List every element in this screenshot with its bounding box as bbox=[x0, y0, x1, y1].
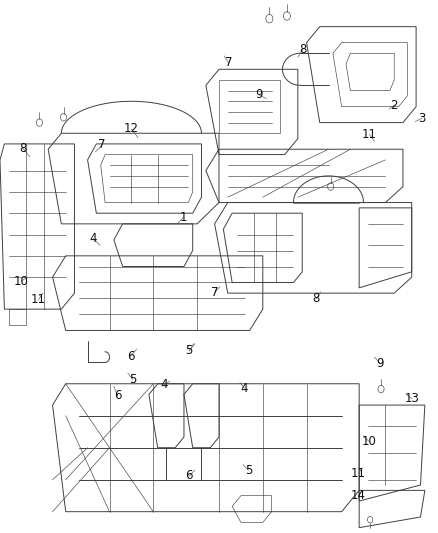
Text: 1: 1 bbox=[179, 211, 187, 224]
Text: 5: 5 bbox=[186, 344, 193, 357]
Text: 3: 3 bbox=[418, 112, 425, 125]
Text: 9: 9 bbox=[376, 357, 384, 370]
Text: 6: 6 bbox=[127, 350, 134, 362]
Text: 11: 11 bbox=[362, 128, 377, 141]
Text: 11: 11 bbox=[351, 467, 366, 480]
Text: 5: 5 bbox=[129, 373, 136, 386]
Text: 10: 10 bbox=[361, 435, 376, 448]
Text: 8: 8 bbox=[313, 292, 320, 305]
Text: 10: 10 bbox=[14, 275, 28, 288]
Text: 6: 6 bbox=[113, 389, 121, 402]
Text: 4: 4 bbox=[89, 232, 97, 245]
Text: 8: 8 bbox=[19, 142, 26, 155]
Text: 5: 5 bbox=[245, 464, 252, 477]
Text: 14: 14 bbox=[351, 489, 366, 502]
Text: 9: 9 bbox=[255, 88, 263, 101]
Text: 12: 12 bbox=[124, 123, 139, 135]
Text: 2: 2 bbox=[390, 99, 398, 111]
Text: 13: 13 bbox=[404, 392, 419, 405]
Text: 8: 8 bbox=[300, 43, 307, 56]
Text: 7: 7 bbox=[211, 286, 219, 298]
Text: 6: 6 bbox=[185, 470, 193, 482]
Text: 7: 7 bbox=[225, 56, 233, 69]
Text: 4: 4 bbox=[240, 382, 248, 394]
Text: 11: 11 bbox=[31, 293, 46, 306]
Text: 4: 4 bbox=[160, 378, 168, 391]
Text: 7: 7 bbox=[98, 139, 106, 151]
